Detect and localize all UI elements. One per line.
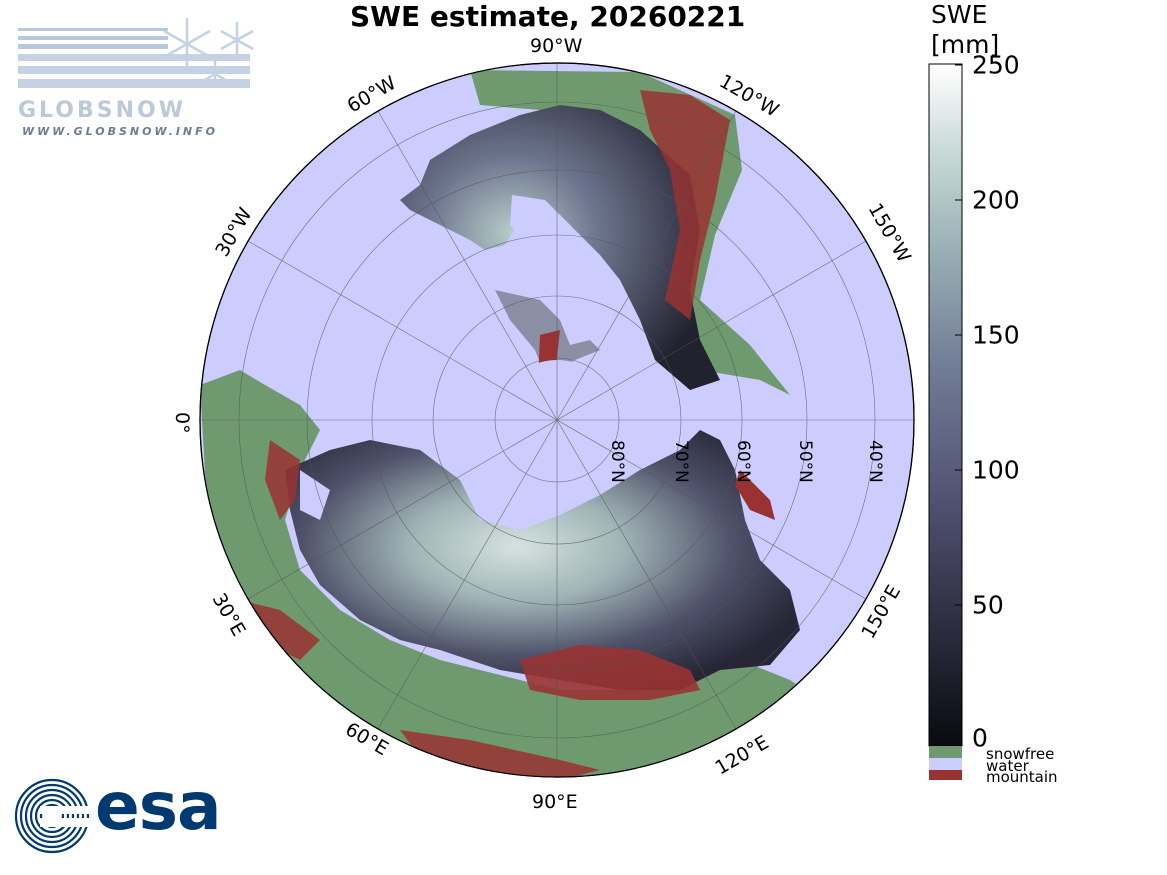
north-america-snow [400,105,720,390]
tibet-mountains [400,730,600,777]
snowflake-icon [163,18,254,88]
colorbar-tick-150: 150 [972,320,1020,350]
lat-label-60n: 60°N [733,440,753,483]
lon-label-0: 0° [171,412,193,434]
colorbar [928,63,963,747]
colorbar-tick-50: 50 [972,590,1004,620]
globsnow-url: WWW.GLOBSNOW.INFO [22,125,219,138]
colorbar-title: SWE [mm] [931,0,999,60]
legend-swatch-mountain [929,770,962,780]
map-title: SWE estimate, 20260221 [350,0,746,33]
legend-swatch-water [929,758,962,770]
lat-label-40n: 40°N [865,440,885,483]
kamchatka-mountains [735,470,775,520]
lat-label-50n: 50°N [795,440,815,483]
scandinavia-mountains [265,440,300,520]
graticule [200,63,914,777]
legend-label-water: water [986,757,1029,775]
lat-label-80n: 80°N [607,440,627,483]
meridian-150 [247,240,867,600]
lon-label-90w: 90°W [530,35,583,57]
colorbar-title-line1: SWE [931,0,988,29]
colorbar-tick-0: 0 [972,723,988,753]
lon-label-90e: 90°E [532,791,578,813]
colorbar-title-line2: [mm] [931,30,1000,59]
legend-label-snowfree: snowfree [986,745,1055,763]
esa-wordmark: esa [95,768,222,845]
globsnow-logo [18,18,254,88]
map-border [199,62,915,778]
esa-mark-icon [14,778,90,854]
lat-label-70n: 70°N [671,440,691,483]
colorbar-tick-100: 100 [972,455,1020,485]
hudson-bay [510,195,570,260]
alps-mountains [240,600,320,660]
asia-mountains [520,645,700,700]
colorbar-tick-200: 200 [972,185,1020,215]
legend-swatch-snowfree [929,746,962,758]
legend-label-mountain: mountain [986,768,1058,786]
lon-label-120e: 120°E [712,731,773,779]
lon-label-30e: 30°E [208,590,250,641]
arctic-islands [495,290,600,375]
globsnow-wordmark: GLOBSNOW [18,98,186,123]
colorbar-tick-250: 250 [972,50,1020,80]
